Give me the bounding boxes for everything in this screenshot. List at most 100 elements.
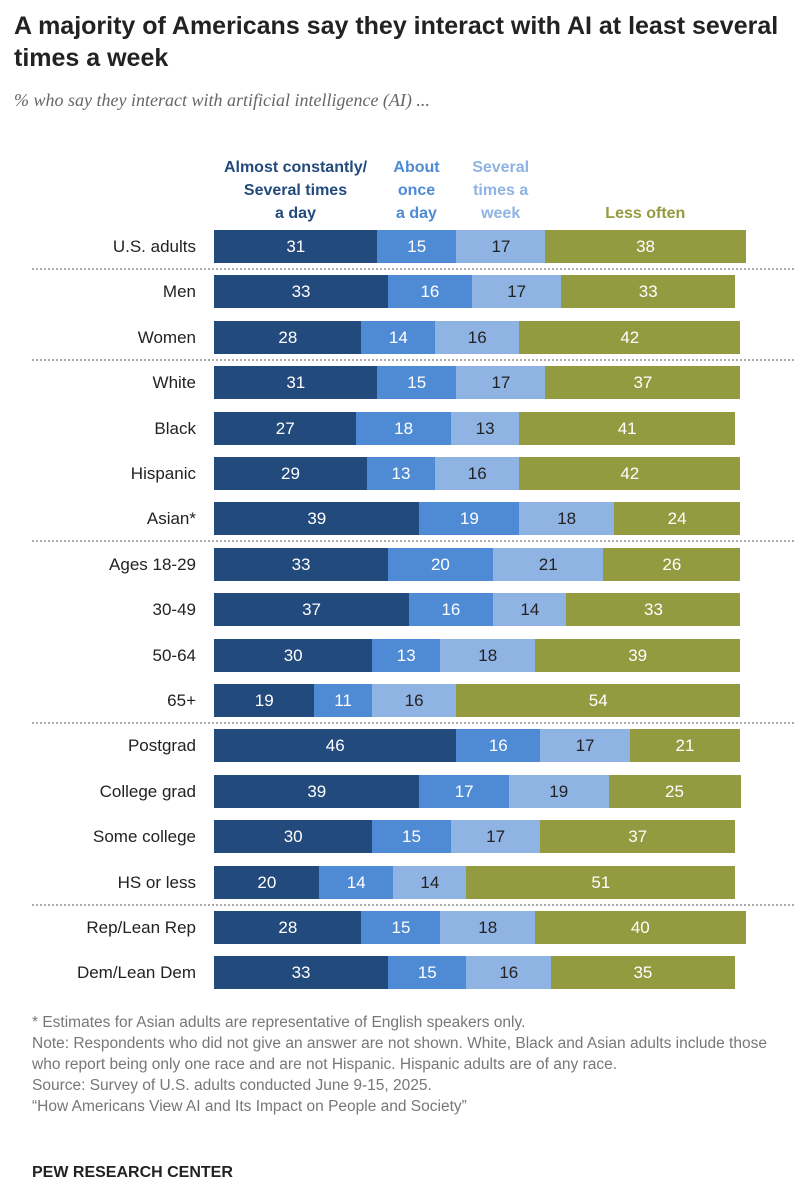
bar-segment: 46 — [214, 729, 457, 763]
bar-segment: 19 — [419, 502, 520, 536]
bar-segment: 20 — [214, 865, 320, 899]
bar-segment: 30 — [214, 820, 373, 854]
legend-entry: Almost constantly/ Several times a day — [223, 159, 368, 222]
bar-segment: 14 — [492, 593, 567, 627]
bar-segment: 26 — [603, 547, 741, 581]
bar-segment: 17 — [455, 366, 546, 400]
row-label: Ages 18-29 — [109, 554, 196, 574]
bar-segment: 33 — [566, 593, 741, 627]
bar-segment: 17 — [540, 729, 631, 763]
bar-segment: 33 — [214, 956, 389, 990]
bar-segment: 15 — [387, 956, 467, 990]
row-label: White — [152, 373, 196, 393]
bar-segment: 16 — [455, 729, 541, 763]
note-asterisk: * Estimates for Asian adults are represe… — [32, 1014, 526, 1031]
bar-segment: 14 — [319, 865, 394, 899]
bar-segment: 16 — [387, 275, 473, 309]
bar-segment: 14 — [392, 865, 467, 899]
bar-segment: 19 — [508, 774, 609, 808]
bar-segment: 39 — [534, 638, 741, 672]
row-label: 50-64 — [152, 645, 196, 665]
bar-segment: 15 — [371, 820, 452, 854]
notes: * Estimates for Asian adults are represe… — [32, 1012, 792, 1117]
bar-segment: 15 — [377, 230, 457, 263]
group-separator — [32, 903, 794, 906]
bar-segment: 17 — [455, 230, 546, 263]
bar-segment: 18 — [519, 502, 615, 536]
chart-subtitle: % who say they interact with artificial … — [14, 90, 430, 110]
bar-segment: 28 — [214, 911, 362, 944]
bar-segment: 33 — [214, 547, 389, 581]
bar-segment: 21 — [629, 729, 741, 763]
bar-segment: 18 — [440, 638, 536, 672]
row-label: College grad — [99, 781, 196, 801]
bar-segment: 41 — [519, 411, 736, 445]
bar-segment: 16 — [434, 320, 520, 354]
bar-segment: 31 — [214, 366, 378, 400]
row-label: 65+ — [167, 691, 196, 710]
bar-segment: 54 — [455, 684, 741, 717]
bar-segment: 13 — [450, 411, 520, 445]
bar-segment: 17 — [450, 820, 541, 854]
row-label: 30-49 — [152, 600, 196, 620]
note-respondents: Note: Respondents who did not give an an… — [32, 1035, 767, 1073]
bar-segment: 13 — [366, 457, 436, 490]
row-label: Dem/Lean Dem — [76, 963, 196, 983]
bar-segment: 51 — [466, 865, 736, 899]
bar-segment: 17 — [419, 774, 510, 808]
bar-segment: 16 — [408, 593, 494, 627]
row-label: Women — [137, 327, 196, 347]
bar-segment: 31 — [214, 230, 378, 263]
bar-segment: 37 — [545, 366, 741, 400]
legend-entry: About once a day — [393, 159, 440, 222]
bar-segment: 37 — [540, 820, 736, 854]
row-label: Some college — [92, 827, 196, 847]
note-report-title: “How Americans View AI and Its Impact on… — [32, 1098, 467, 1115]
bar-segment: 38 — [545, 230, 746, 263]
bar-segment: 39 — [214, 774, 420, 808]
bar-segment: 24 — [613, 502, 741, 536]
bar-segment: 27 — [214, 411, 357, 445]
legend-entry: Less often — [605, 205, 686, 222]
legend-entry: Several times a week — [472, 159, 530, 222]
bar-segment: 25 — [608, 774, 741, 808]
pew-logo-text: PEW RESEARCH CENTER — [32, 1164, 233, 1181]
chart-title: A majority of Americans say they interac… — [14, 12, 779, 72]
bar-segment: 40 — [534, 911, 746, 944]
bar-segment: 20 — [387, 547, 494, 581]
bar-segment: 33 — [561, 275, 736, 309]
bar-segment: 37 — [214, 593, 410, 627]
row-label: Postgrad — [127, 736, 196, 756]
bar-segment: 11 — [313, 684, 373, 717]
bar-segment: 29 — [214, 457, 368, 490]
group-separator — [32, 540, 794, 543]
bar-segment: 42 — [519, 457, 741, 490]
bar-segment: 18 — [356, 411, 452, 445]
bar-segment: 16 — [466, 956, 552, 990]
bar-segment: 16 — [434, 457, 520, 490]
note-source: Source: Survey of U.S. adults conducted … — [32, 1077, 432, 1094]
row-label: U.S. adults — [112, 237, 196, 256]
bar-segment: 33 — [214, 275, 389, 309]
bar-segment: 39 — [214, 502, 420, 536]
bar-segment: 28 — [214, 320, 362, 354]
group-separator — [32, 722, 794, 724]
row-label: Black — [154, 418, 196, 438]
bar-segment: 30 — [214, 638, 373, 672]
group-separator — [32, 268, 794, 270]
bar-segment: 15 — [377, 366, 457, 400]
group-separator — [32, 358, 794, 361]
bar-segment: 18 — [440, 911, 536, 944]
bar-segment: 21 — [492, 547, 604, 581]
row-label: Rep/Lean Rep — [86, 918, 196, 937]
bar-segment: 19 — [214, 684, 315, 717]
bar-segment: 14 — [361, 320, 436, 354]
bar-segment: 16 — [371, 684, 457, 717]
bar-segment: 13 — [371, 638, 441, 672]
row-label: Men — [162, 282, 196, 302]
bar-segment: 42 — [519, 320, 741, 354]
bar-segment: 17 — [471, 275, 562, 309]
row-label: Hispanic — [130, 464, 196, 483]
row-label: Asian* — [146, 509, 196, 529]
bar-segment: 15 — [361, 911, 441, 944]
